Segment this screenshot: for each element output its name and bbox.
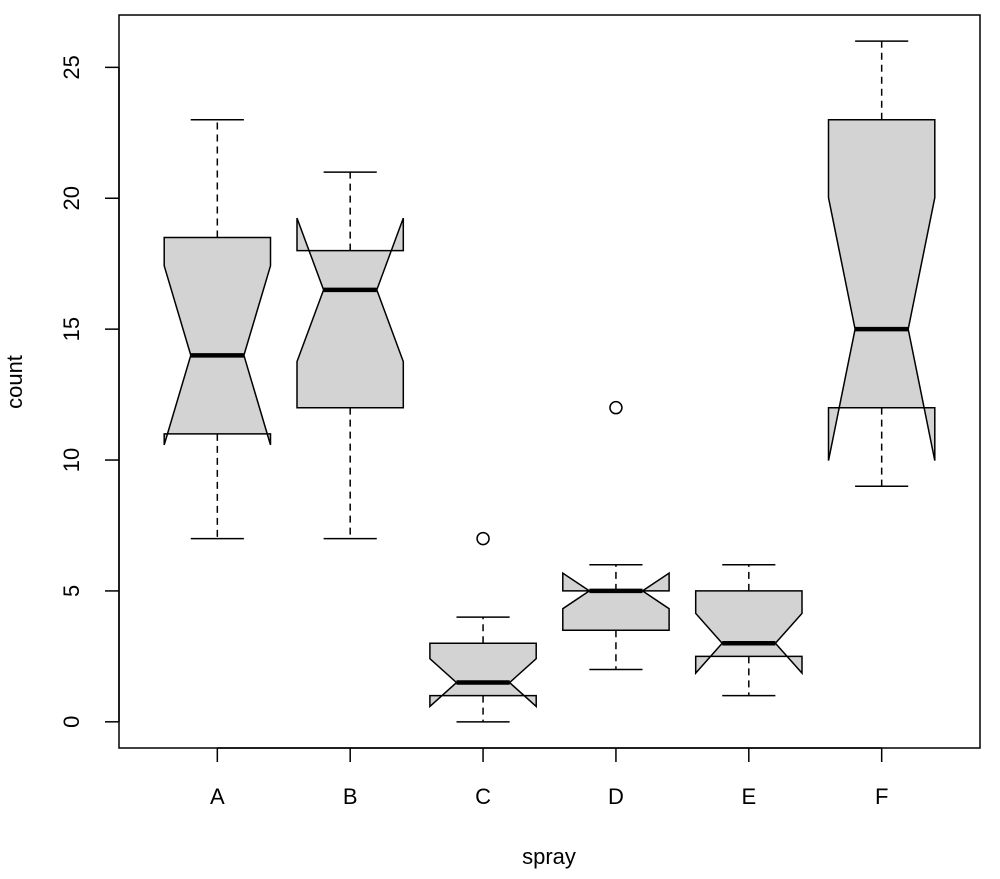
y-axis: 0 5 10 15 20 25	[59, 55, 120, 728]
x-tick-label: F	[875, 784, 888, 809]
notched-box	[296, 217, 405, 409]
box-F	[827, 40, 936, 487]
box-A	[163, 118, 272, 540]
y-tick-label: 0	[59, 716, 84, 728]
y-tick-label: 10	[59, 448, 84, 472]
plot-frame	[118, 14, 981, 749]
notched-box	[429, 642, 537, 709]
x-axis-label: spray	[522, 844, 576, 869]
x-tick-label: D	[608, 784, 624, 809]
notched-box	[694, 590, 803, 676]
y-tick-label: 15	[59, 317, 84, 341]
box-E	[694, 564, 803, 697]
box-C	[429, 531, 537, 723]
x-tick-label: A	[210, 784, 225, 809]
box-D	[562, 400, 670, 671]
notched-box	[163, 236, 272, 446]
x-axis: A B C D E F	[210, 747, 888, 809]
x-tick-label: E	[741, 784, 756, 809]
boxes-layer	[163, 40, 936, 723]
notched-box	[827, 118, 936, 461]
y-tick-label: 5	[59, 585, 84, 597]
x-tick-label: B	[343, 784, 358, 809]
y-axis-label: count	[2, 355, 27, 409]
y-tick-label: 25	[59, 55, 84, 79]
y-tick-label: 20	[59, 186, 84, 210]
box-B	[296, 171, 405, 540]
outlier-point	[476, 531, 490, 546]
outlier-point	[609, 400, 623, 415]
x-tick-label: C	[475, 784, 491, 809]
notched-box	[562, 571, 670, 631]
